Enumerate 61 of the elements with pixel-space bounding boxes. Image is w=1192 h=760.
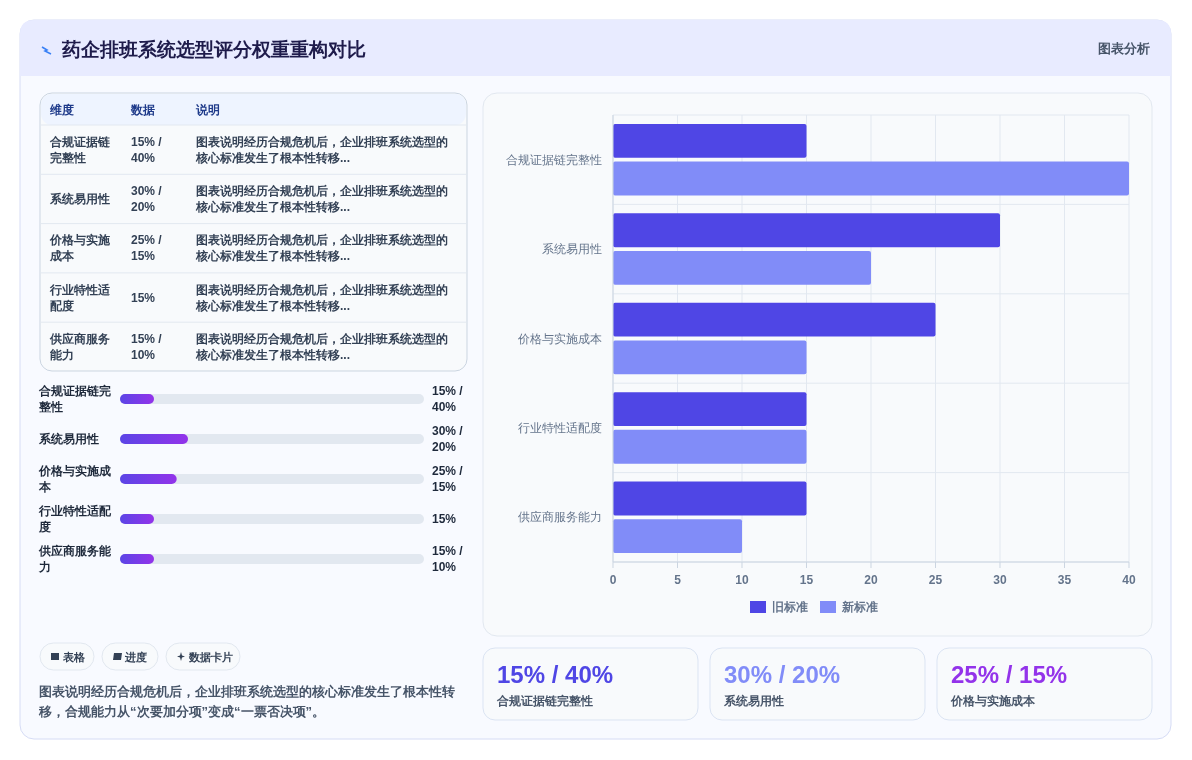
text: 图表说明经历合规危机后，企业排班系统选型的核心标准发生了根本性转移... (195, 183, 448, 214)
bar (613, 392, 807, 427)
y-tick-label: 供应商服务能力 (518, 510, 602, 525)
bar (613, 213, 1000, 248)
x-tick-label: 15 (799, 573, 814, 587)
bar (613, 302, 936, 337)
text: 15% / 40% (131, 134, 162, 165)
x-tick-label: 0 (609, 573, 617, 587)
bar (613, 340, 807, 375)
text: 30% / 20% (432, 424, 464, 454)
text: 图表说明经历合规危机后，企业排班系统选型的核心标准发生了根本性转移，合规能力从“次要加分项”变成“一票否决项”。 (38, 684, 455, 719)
text: 15% / 40% (432, 384, 464, 414)
text: 30% / 20% (131, 183, 162, 214)
y-tick-label: 价格与实施成本 (517, 331, 602, 346)
text: 药企排班系统选型评分权重重构对比 (61, 39, 366, 60)
text: 15% (432, 512, 457, 526)
bar (613, 250, 871, 285)
bar (613, 481, 807, 516)
text: 15% / 10% (131, 331, 162, 362)
category-label: 进度 (124, 651, 147, 663)
text: 数据 (130, 103, 155, 117)
text: 30% / 20% (724, 661, 841, 688)
text: 15% / 40% (497, 661, 614, 688)
bar (613, 429, 807, 464)
text: 图表说明经历合规危机后，企业排班系统选型的核心标准发生了根本性转移... (195, 331, 448, 362)
text: 维度 (49, 103, 74, 117)
y-tick-label: 行业特性适配度 (38, 504, 112, 534)
bar (613, 519, 742, 554)
category-label: 系统易用性 (723, 694, 784, 708)
bar (613, 161, 1129, 196)
text: 25% / 15% (131, 233, 162, 264)
text: 图表说明经历合规危机后，企业排班系统选型的核心标准发生了根本性转移... (195, 134, 448, 165)
text: 15% (131, 290, 156, 305)
y-tick-label: 合规证据链完整性 (38, 384, 111, 414)
category-label: 价格与实施成本 (950, 694, 1036, 708)
y-tick-label: 系统易用性 (542, 242, 602, 257)
x-tick-label: 5 (674, 573, 682, 587)
text: 25% / 15% (951, 661, 1068, 688)
x-tick-label: 35 (1057, 573, 1072, 587)
category-label: 表格 (62, 651, 86, 663)
y-tick-label: 系统易用性 (38, 432, 99, 446)
x-tick-label: 25 (928, 573, 943, 587)
legend-label: 新标准 (841, 600, 878, 614)
text: 图表说明经历合规危机后，企业排班系统选型的核心标准发生了根本性转移... (195, 282, 448, 313)
text: 说明 (195, 103, 220, 117)
category-label: 数据卡片 (188, 651, 233, 663)
x-tick-label: 20 (864, 573, 878, 587)
text: 图表分析 (1098, 41, 1150, 56)
legend-label: 旧标准 (772, 600, 808, 614)
x-tick-label: 40 (1122, 573, 1136, 587)
y-tick-label: 价格与实施成本 (38, 464, 111, 494)
x-tick-label: 30 (993, 573, 1007, 587)
text: 25% / 15% (432, 464, 464, 494)
category-label: 合规证据链完整性 (496, 694, 593, 708)
text: 15% / 10% (432, 544, 464, 574)
text: 图表说明经历合规危机后，企业排班系统选型的核心标准发生了根本性转移... (195, 233, 448, 264)
y-tick-label: 供应商服务能力 (38, 544, 112, 574)
y-tick-label: 行业特性适配度 (518, 420, 602, 435)
bar (613, 123, 807, 158)
x-tick-label: 10 (735, 573, 749, 587)
y-tick-label: 合规证据链完整性 (506, 152, 602, 167)
